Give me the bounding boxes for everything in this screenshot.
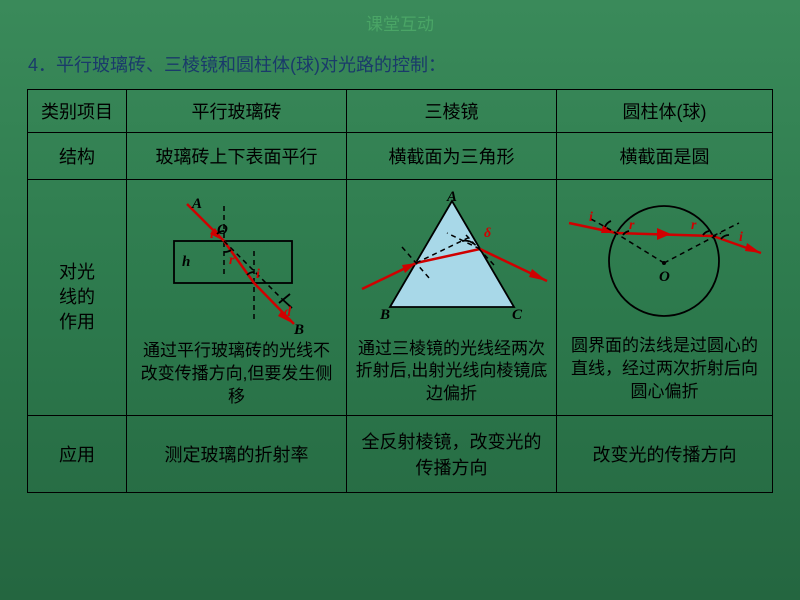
label-A: A: [191, 196, 202, 212]
section-text: 平行玻璃砖、三棱镜和圆柱体(球)对光路的控制：: [56, 55, 446, 75]
label-O2: O: [659, 269, 670, 285]
cylinder-text: 圆界面的法线是过圆心的直线，经过两次折射后向圆心偏折: [561, 335, 768, 404]
table-header-row: 类别项目 平行玻璃砖 三棱镜 圆柱体(球): [28, 90, 773, 133]
label-cr2: r: [691, 218, 697, 233]
header-text: 课堂互动: [366, 15, 434, 34]
label-r1: r: [229, 253, 235, 268]
table-row-structure: 结构 玻璃砖上下表面平行 横截面为三角形 横截面是圆: [28, 133, 773, 180]
label-B2: B: [379, 307, 390, 323]
cell-effect-glass: A B i r i O h d 通过平行玻璃砖的光线不改变传播方向,但要发生侧移: [127, 180, 347, 416]
label-A2: A: [446, 189, 457, 205]
label-ci1: i: [589, 210, 593, 225]
cell-app-cylinder: 改变光的传播方向: [556, 415, 772, 492]
prism-diagram: A B C δ: [352, 189, 552, 334]
label-h: h: [182, 254, 190, 270]
glass-text: 通过平行玻璃砖的光线不改变传播方向,但要发生侧移: [131, 340, 342, 409]
label-delta: δ: [484, 226, 491, 241]
cell-struct-cylinder: 横截面是圆: [556, 133, 772, 180]
label-i2: i: [256, 267, 260, 282]
cell-struct-prism: 横截面为三角形: [347, 133, 557, 180]
cell-struct-label: 结构: [28, 133, 127, 180]
label-C: C: [512, 307, 523, 323]
cylinder-diagram: O i r r i: [561, 191, 767, 331]
section-number: 4．: [28, 55, 56, 75]
effect-label-text: 对光线的作用: [57, 260, 97, 336]
label-B: B: [293, 322, 304, 336]
table-row-application: 应用 测定玻璃的折射率 全反射棱镜，改变光的传播方向 改变光的传播方向: [28, 415, 773, 492]
cell-app-label: 应用: [28, 415, 127, 492]
cell-struct-glass: 玻璃砖上下表面平行: [127, 133, 347, 180]
glass-diagram: A B i r i O h d: [132, 186, 342, 336]
th-glass: 平行玻璃砖: [127, 90, 347, 133]
label-i1: i: [210, 227, 214, 242]
section-title: 4．平行玻璃砖、三棱镜和圆柱体(球)对光路的控制：: [0, 43, 800, 89]
cell-effect-cylinder: O i r r i 圆界面的法线是过圆心的直线，经过两次折射后向圆心偏折: [556, 180, 772, 416]
th-prism: 三棱镜: [347, 90, 557, 133]
cell-app-glass: 测定玻璃的折射率: [127, 415, 347, 492]
label-O1: O: [217, 222, 228, 238]
optics-table: 类别项目 平行玻璃砖 三棱镜 圆柱体(球) 结构 玻璃砖上下表面平行 横截面为三…: [27, 89, 773, 493]
table-row-effect: 对光线的作用: [28, 180, 773, 416]
label-cr1: r: [629, 218, 635, 233]
page-header: 课堂互动: [0, 0, 800, 43]
cell-effect-label: 对光线的作用: [28, 180, 127, 416]
th-cylinder: 圆柱体(球): [556, 90, 772, 133]
cell-effect-prism: A B C δ 通过三棱镜的光线经两次折射后,出射光线向棱镜底边偏折: [347, 180, 557, 416]
label-ci2: i: [739, 230, 743, 245]
prism-text: 通过三棱镜的光线经两次折射后,出射光线向棱镜底边偏折: [351, 338, 552, 407]
th-category: 类别项目: [28, 90, 127, 133]
label-d: d: [284, 305, 292, 320]
cell-app-prism: 全反射棱镜，改变光的传播方向: [347, 415, 557, 492]
